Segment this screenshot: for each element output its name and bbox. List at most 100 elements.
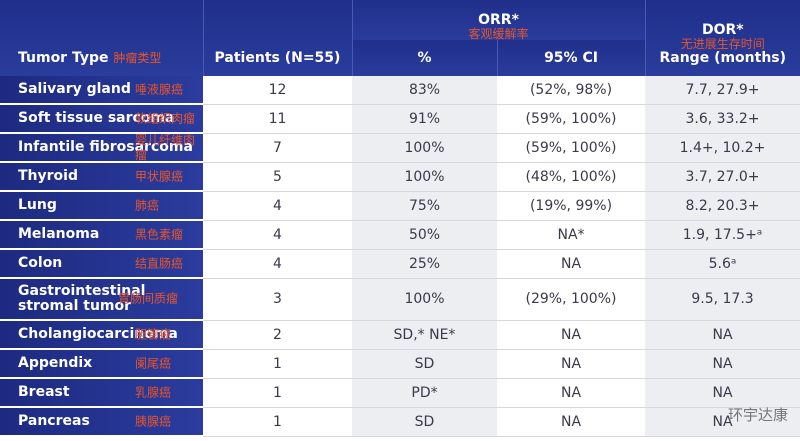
tumor-name-cn: 乳腺癌 (135, 385, 172, 399)
tumor-name: Pancreas (18, 413, 90, 429)
tumor-name: Gastrointestinal stromal tumor (18, 283, 146, 314)
orr-pct-cell: SD (352, 407, 497, 437)
orr-pct-cell: 83% (352, 76, 497, 105)
tumor-cell: Breast 乳腺癌 (0, 378, 203, 408)
tumor-name: Soft tissue sarcoma (18, 110, 175, 126)
header-text: Tumor Type (18, 50, 109, 66)
patients-cell: 1 (203, 407, 352, 437)
orr-pct-cell: 100% (352, 278, 497, 321)
orr-pct-cell: SD (352, 349, 497, 379)
tumor-name: Thyroid (18, 168, 78, 184)
orr-ci-cell: (59%, 100%) (497, 133, 646, 163)
header-cell: Tumor Type 肿瘤类型 (0, 0, 204, 76)
orr-pct-cell: 75% (352, 191, 497, 221)
patients-cell: 4 (203, 191, 352, 221)
patients-cell: 11 (203, 104, 352, 134)
header-cn: 肿瘤类型 (113, 51, 162, 65)
tumor-name: Lung (18, 197, 57, 213)
tumor-cell: Colon 结直肠癌 (0, 249, 203, 279)
orr-ci-cell: (29%, 100%) (497, 278, 646, 321)
header-cn: 无进展生存时间 (680, 37, 765, 51)
table-row: Pancreas 胰腺癌 1 SD NA NA (0, 407, 800, 437)
tumor-cell: Appendix 阑尾癌 (0, 349, 203, 379)
dor-range-cell: 7.7, 27.9+ (645, 76, 800, 105)
tumor-name-cn: 胆管癌 (135, 327, 172, 341)
tumor-name: Breast (18, 384, 70, 400)
tumor-name-cn: 阑尾癌 (135, 356, 172, 370)
tumor-cell: Lung 肺癌 (0, 191, 203, 221)
tumor-name-cn: 胃肠间质瘤 (118, 291, 179, 306)
patients-cell: 1 (203, 349, 352, 379)
table-row: Melanoma 黑色素瘤 4 50% NA* 1.9, 17.5+ᵃ (0, 220, 800, 250)
table-row: Soft tissue sarcoma 软组织肉瘤 11 91% (59%, 100%)… (0, 104, 800, 134)
orr-ci-cell: (48%, 100%) (497, 162, 646, 192)
header-cell: ORR* 客观缓解率 (352, 0, 646, 41)
tumor-name: Infantile fibrosarcoma (18, 139, 193, 155)
table-row: Salivary gland 唾液腺癌 12 83% (52%, 98%) 7.7, 27… (0, 76, 800, 105)
table-row: Colon 结直肠癌 4 25% NA 5.6ᵃ (0, 249, 800, 279)
header-cn: 客观缓解率 (468, 27, 529, 41)
table-row: Thyroid 甲状腺癌 5 100% (48%, 100%) 3.7, 27.0+ (0, 162, 800, 192)
tumor-cell: Soft tissue sarcoma 软组织肉瘤 (0, 104, 203, 134)
patients-cell: 3 (203, 278, 352, 321)
table-row: Infantile fibrosarcoma 婴儿纤维肉瘤 7 100% (59%, 1… (0, 133, 800, 163)
orr-pct-cell: 100% (352, 133, 497, 163)
orr-ci-cell: NA (497, 249, 646, 279)
orr-ci-cell: (52%, 98%) (497, 76, 646, 105)
dor-range-cell: NA (645, 320, 800, 350)
dor-range-cell: NA (645, 407, 800, 437)
dor-range-cell: 5.6ᵃ (645, 249, 800, 279)
tumor-cell: Gastrointestinal stromal tumor 胃肠间质瘤 (0, 278, 203, 321)
dor-range-cell: 3.6, 33.2+ (645, 104, 800, 134)
tumor-cell: Cholangiocarcinoma 胆管癌 (0, 320, 203, 350)
header-text: DOR* (701, 22, 744, 38)
tumor-name-cn: 唾液腺癌 (135, 82, 184, 96)
orr-pct-cell: SD,* NE* (352, 320, 497, 350)
patients-cell: 1 (203, 378, 352, 408)
table-body: Salivary gland 唾液腺癌 12 83% (52%, 98%) 7.7, 27… (0, 76, 800, 437)
orr-pct-cell: PD* (352, 378, 497, 408)
tumor-name-cn: 结直肠癌 (135, 256, 184, 270)
orr-ci-cell: NA (497, 320, 646, 350)
dor-range-cell: 1.9, 17.5+ᵃ (645, 220, 800, 250)
dor-range-cell: NA (645, 378, 800, 408)
orr-pct-cell: 25% (352, 249, 497, 279)
tumor-name-cn: 肺癌 (135, 198, 160, 212)
tumor-name: Salivary gland (18, 81, 131, 97)
tumor-cell: Infantile fibrosarcoma 婴儿纤维肉瘤 (0, 133, 203, 163)
table-row: Appendix 阑尾癌 1 SD NA NA (0, 349, 800, 379)
dor-range-cell: 9.5, 17.3 (645, 278, 800, 321)
tumor-cell: Salivary gland 唾液腺癌 (0, 76, 203, 105)
orr-ci-cell: (59%, 100%) (497, 104, 646, 134)
header-text: ORR* (478, 12, 519, 28)
tumor-cell: Thyroid 甲状腺癌 (0, 162, 203, 192)
orr-ci-cell: (19%, 99%) (497, 191, 646, 221)
patients-cell: 5 (203, 162, 352, 192)
tumor-name-cn: 软组织肉瘤 (135, 111, 196, 125)
tumor-cell: Melanoma 黑色素瘤 (0, 220, 203, 250)
patients-cell: 4 (203, 249, 352, 279)
orr-ci-cell: NA* (497, 220, 646, 250)
header-cell: Patients (N=55) (203, 0, 353, 76)
orr-ci-cell: NA (497, 349, 646, 379)
table-row: Gastrointestinal stromal tumor 胃肠间质瘤 3 100%… (0, 278, 800, 321)
dor-range-cell: 3.7, 27.0+ (645, 162, 800, 192)
table-row: Breast 乳腺癌 1 PD* NA NA (0, 378, 800, 408)
header-text: Range (months) (659, 50, 787, 66)
tumor-name: Appendix (18, 355, 93, 371)
tumor-cell: Pancreas 胰腺癌 (0, 407, 203, 437)
patients-cell: 7 (203, 133, 352, 163)
tumor-name: Cholangiocarcinoma (18, 326, 178, 342)
header-cell: 95% CI (497, 40, 646, 76)
table-row: Cholangiocarcinoma 胆管癌 2 SD,* NE* NA NA (0, 320, 800, 350)
patients-cell: 4 (203, 220, 352, 250)
orr-pct-cell: 91% (352, 104, 497, 134)
dor-range-cell: 8.2, 20.3+ (645, 191, 800, 221)
dor-range-cell: NA (645, 349, 800, 379)
header-cell: DOR* 无进展生存时间 Range (months) (645, 0, 800, 76)
dor-range-cell: 1.4+, 10.2+ (645, 133, 800, 163)
watermark: 环宇达康 (727, 406, 788, 424)
orr-ci-cell: NA (497, 407, 646, 437)
